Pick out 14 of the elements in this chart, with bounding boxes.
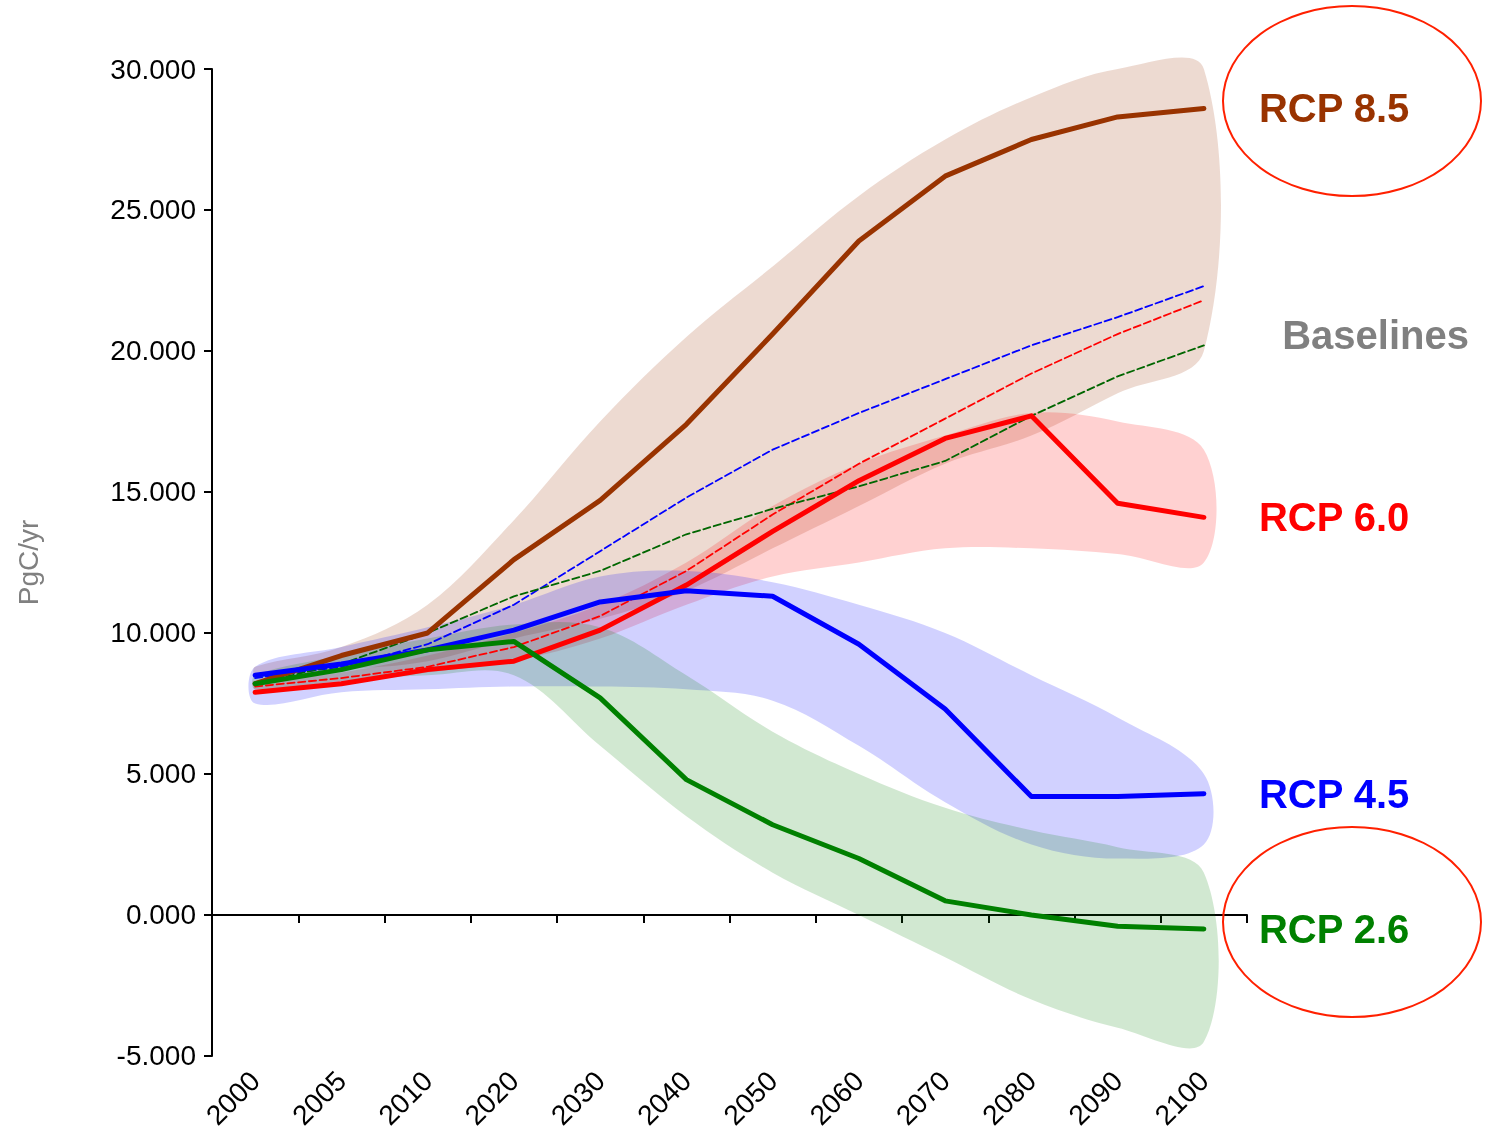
y-tick-label: 15.000: [110, 476, 196, 508]
text: Baselines: [1282, 313, 1469, 357]
y-tick-label: 20.000: [110, 335, 196, 367]
y-axis-title: PgC/yr: [12, 519, 44, 606]
y-tick-label: 30.000: [110, 53, 196, 85]
series-label: RCP 4.5: [1258, 771, 1410, 816]
y-tick-label: 10.000: [110, 617, 196, 649]
series-label: RCP 6.0: [1258, 495, 1410, 540]
y-tick-label: 5.000: [125, 758, 196, 790]
series-label: RCP 2.6: [1258, 907, 1410, 952]
y-tick-label: 25.000: [110, 194, 196, 226]
series-label: RCP 8.5: [1258, 86, 1410, 131]
y-tick-label: -5.000: [116, 1040, 196, 1072]
y-tick-label: 0.000: [125, 899, 196, 931]
